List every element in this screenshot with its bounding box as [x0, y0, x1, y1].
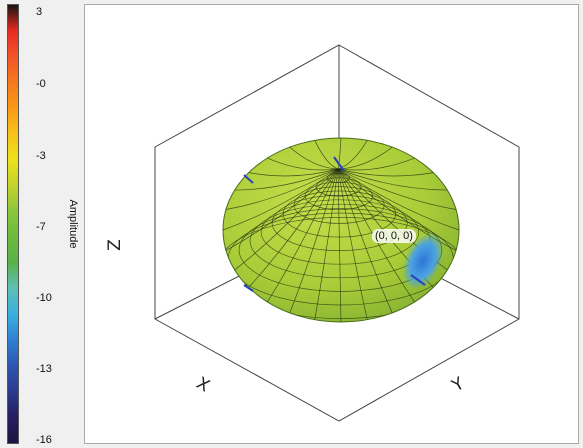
parallel-line	[326, 173, 350, 183]
parallel-line	[223, 217, 459, 319]
parallel-line	[260, 199, 420, 265]
parallel-line	[315, 177, 362, 197]
z-axis-tick	[333, 156, 345, 172]
meridian-line	[337, 168, 457, 210]
meridian-line	[223, 168, 339, 231]
meridian-line	[337, 168, 393, 314]
meridian-line	[337, 157, 415, 171]
scale-tick-label: -0	[36, 78, 46, 90]
scale-tick-label: -13	[36, 363, 52, 375]
meridian-line	[234, 168, 339, 271]
meridian-line	[225, 168, 339, 251]
scale-tick-label: -10	[36, 292, 52, 304]
meridian-line	[337, 138, 342, 170]
meridian-line	[337, 168, 459, 231]
meridian-line	[248, 168, 339, 288]
scale-tick-label: -16	[36, 434, 52, 446]
radiation-pattern-scene	[154, 44, 520, 422]
meridian-line	[337, 168, 434, 177]
meridian-line	[337, 140, 368, 170]
parallel-line	[271, 195, 408, 251]
y-axis-tick	[410, 274, 426, 286]
x-axis-tick	[243, 284, 254, 292]
amplitude-axis-title: Amplitude	[67, 199, 79, 249]
meridian-line	[267, 168, 339, 303]
meridian-line	[267, 157, 339, 171]
meridian-line	[289, 146, 339, 170]
bounding-box-frame	[154, 44, 520, 422]
meridian-line	[225, 168, 339, 210]
3d-viewport[interactable]: Z X Y (0, 0, 0)	[84, 4, 579, 444]
meridian-line	[337, 168, 448, 191]
meridian-line	[234, 168, 339, 191]
scale-tick-label: -7	[36, 221, 46, 233]
meridian-line	[289, 168, 339, 314]
x-axis-tick	[243, 174, 254, 184]
meridian-line	[248, 168, 339, 177]
meridian-line	[314, 140, 339, 170]
amplitude-color-scale	[7, 4, 19, 444]
scale-tick-label: 3	[36, 6, 43, 18]
scale-tick-label: -3	[36, 150, 46, 162]
origin-marker-label: (0, 0, 0)	[372, 229, 416, 243]
parallel-line	[282, 190, 397, 238]
z-axis-label: Z	[104, 239, 125, 251]
